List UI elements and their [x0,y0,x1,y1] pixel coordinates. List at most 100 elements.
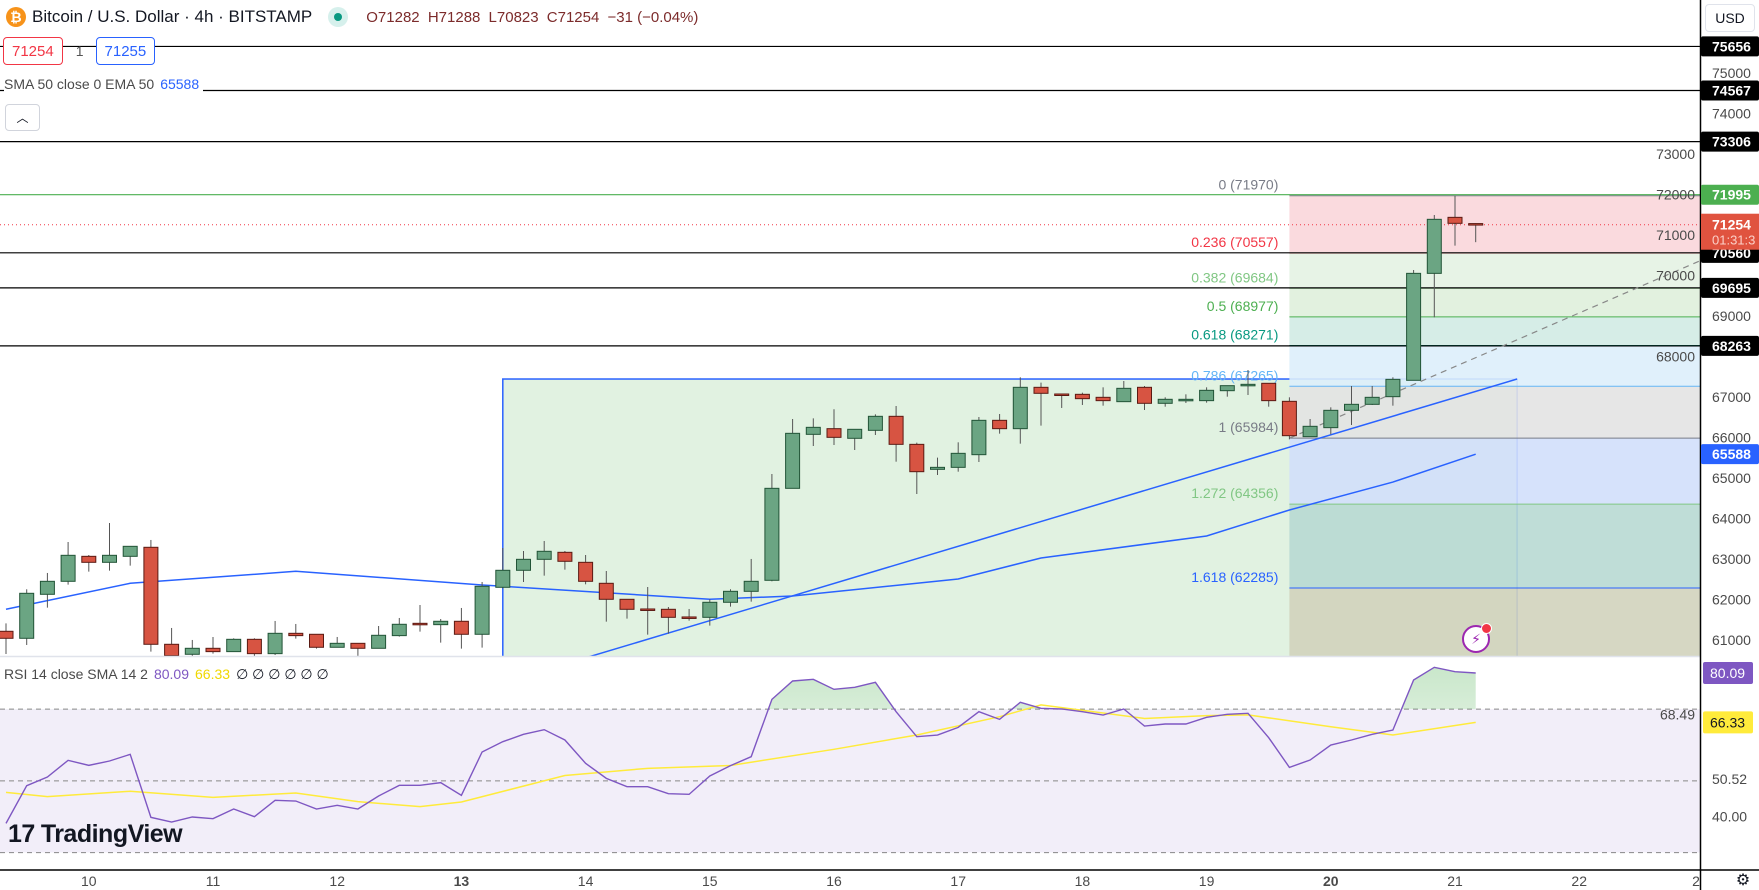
time-tick-label: 13 [454,873,470,889]
candle-body [909,443,925,473]
candle [1261,382,1277,407]
candle-body [1178,398,1194,402]
candle-body [412,622,428,626]
time-tick-label: 10 [81,873,97,889]
candle [1033,382,1049,426]
candle [516,550,531,582]
candle-body [102,554,117,563]
level-price-badge-bg [1701,277,1759,298]
fib-level-label: 0.382 (69684) [1191,269,1278,285]
candle [19,589,35,645]
candle [1116,381,1132,403]
low-value: L70823 [488,8,539,26]
collapse-legend-button[interactable]: ︿ [5,104,40,131]
candle [143,539,159,652]
fib-level-label: 0.236 (70557) [1191,234,1278,250]
lightning-icon[interactable]: ⚡ [1462,623,1492,653]
candle [412,604,428,632]
price-tick-label: 65000 [1712,470,1751,486]
candle-body [1012,386,1028,430]
candle [288,623,304,639]
time-tick-label: 18 [1075,873,1091,889]
candle-body [164,643,180,656]
buy-button[interactable]: 71255 [95,37,156,65]
candle-body [1199,389,1215,402]
candle [598,570,614,622]
fib-zone-1.618 [1289,587,1700,656]
candle [909,442,925,494]
open-value: O71282 [366,8,420,26]
symbol-title[interactable]: Bitcoin / U.S. Dollar · 4h · BITSTAMP [32,7,313,26]
candle [226,638,242,653]
high-value: H71288 [427,8,481,26]
rsi-tick-label: 68.49 [1660,707,1695,723]
candle [1468,223,1484,243]
candle-body [847,428,863,439]
candle-body [950,452,966,468]
candle [391,617,407,637]
time-tick-label: 2 [1692,873,1700,889]
rsi-pane[interactable] [0,666,1700,854]
time-tick-label: 11 [206,873,221,889]
candle [1199,387,1215,403]
sell-button[interactable]: 71254 [3,37,63,65]
price-tick-label: 64000 [1712,511,1751,527]
level-price-badge: 73306 [1701,131,1759,152]
level-price-badge-text: 68263 [1712,338,1751,354]
market-status-icon[interactable] [328,7,349,27]
tradingview-watermark[interactable]: 17 TradingView [8,820,183,849]
time-tick-label: 21 [1447,873,1463,889]
candle [992,414,1008,434]
candle-body [1281,400,1297,437]
ema-legend[interactable]: SMA 50 close 0 EMA 50 65588 [4,76,204,92]
time-tick-label: 22 [1571,873,1587,889]
candle-body [578,561,594,582]
candle [267,620,283,655]
candle [474,581,490,648]
candle-body [536,550,552,560]
rsi-legend-label: RSI 14 close SMA 14 2 [4,666,148,682]
candle [309,633,324,649]
rsi-legend-value: 80.09 [153,666,190,682]
price-pane[interactable]: 0 (71970) 0.236 (70557) 0.382 (69684) 0.5 (… [0,45,1703,661]
level-price-badge-bg [1701,335,1759,356]
candle [1426,214,1442,318]
candle-body [1406,272,1422,381]
candle-body [60,554,76,582]
candle-body [785,432,801,489]
candle [660,606,676,634]
candle-body [1261,382,1277,402]
last-price-badge-bg [1701,213,1759,250]
candle [930,457,945,476]
time-tick-label: 16 [826,873,842,889]
ascending-trendline [589,378,1518,656]
candle-body [640,608,656,611]
candle-body [474,585,490,635]
candle-body [122,545,138,557]
time-tick-label: 14 [578,873,594,889]
level-price-badge-bg [1701,36,1759,57]
fib-trend-line [1289,260,1700,439]
candle [867,414,883,435]
level-price-badge-bg [1701,131,1759,152]
rsi-legend[interactable]: RSI 14 close SMA 14 2 80.09 66.33 ∅ ∅ ∅ ∅ ∅… [4,666,329,683]
fib-zone-0.382 [1289,288,1700,317]
time-tick-label: 19 [1199,873,1215,889]
currency-button[interactable]: USD [1705,4,1755,32]
candle [495,547,511,589]
candle [1240,369,1256,396]
candle [681,608,697,621]
settings-icon[interactable]: ⚙ [1735,872,1751,889]
price-tick-label: 62000 [1712,592,1751,608]
candle-body [867,415,883,431]
level-price-badge-bg [1701,184,1759,205]
candle-body [184,647,200,655]
rsi-legend-placeholders: ∅ ∅ ∅ ∅ ∅ ∅ [236,666,329,682]
candle-body [1344,403,1359,411]
candle [1406,269,1422,381]
time-tick-label: 12 [329,873,345,889]
candle [950,442,966,472]
candle [205,636,221,654]
time-tick-label: 15 [702,873,718,889]
